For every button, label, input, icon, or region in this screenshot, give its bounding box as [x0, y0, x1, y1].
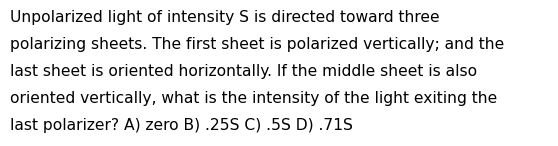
Text: Unpolarized light of intensity S is directed toward three: Unpolarized light of intensity S is dire…	[10, 10, 440, 25]
Text: last polarizer? A) zero B) .25S C) .5S D) .71S: last polarizer? A) zero B) .25S C) .5S D…	[10, 118, 353, 133]
Text: polarizing sheets. The first sheet is polarized vertically; and the: polarizing sheets. The first sheet is po…	[10, 37, 504, 52]
Text: last sheet is oriented horizontally. If the middle sheet is also: last sheet is oriented horizontally. If …	[10, 64, 477, 79]
Text: oriented vertically, what is the intensity of the light exiting the: oriented vertically, what is the intensi…	[10, 91, 497, 106]
